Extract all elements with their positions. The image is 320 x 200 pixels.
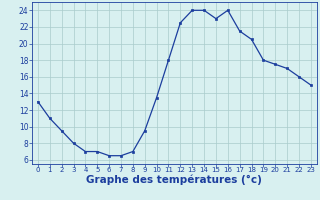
X-axis label: Graphe des températures (°c): Graphe des températures (°c) <box>86 175 262 185</box>
